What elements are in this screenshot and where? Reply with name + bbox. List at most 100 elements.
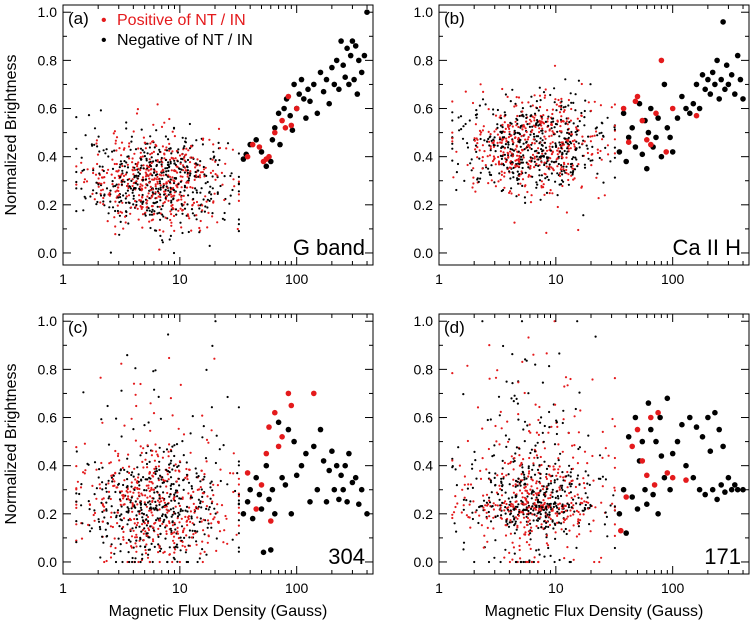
positive-small-dot [146, 556, 150, 559]
positive-small-dot [551, 192, 554, 195]
positive-small-dot [232, 472, 235, 475]
positive-small-dot [211, 158, 214, 161]
negative-small-dot [75, 450, 78, 453]
negative-small-dot [556, 130, 559, 133]
negative-small-dot [522, 142, 525, 145]
positive-small-dot [83, 181, 86, 184]
negative-small-dot [145, 209, 149, 212]
positive-small-dot [211, 215, 214, 218]
negative-small-dot [105, 187, 109, 190]
positive-small-dot [210, 429, 213, 432]
positive-small-dot [481, 144, 484, 147]
positive-small-dot [505, 137, 508, 140]
positive-small-dot [109, 461, 112, 464]
negative-small-dot [119, 220, 122, 223]
positive-small-dot [496, 369, 499, 372]
negative-small-dot [496, 123, 499, 126]
negative-point [269, 137, 276, 143]
positive-small-dot [170, 221, 173, 224]
positive-small-dot [509, 150, 512, 153]
y-tick-label: 0.4 [38, 149, 58, 165]
negative-small-dot [214, 512, 217, 515]
positive-small-dot [149, 142, 152, 145]
negative-small-dot [103, 516, 106, 519]
positive-small-dot [173, 542, 176, 545]
positive-small-dot [503, 556, 506, 559]
positive-point [644, 472, 650, 479]
negative-small-dot [523, 482, 527, 485]
negative-small-dot [137, 473, 140, 476]
negative-small-dot [97, 518, 100, 521]
positive-small-dot [519, 182, 522, 185]
negative-small-dot [562, 530, 566, 533]
negative-small-dot [134, 500, 137, 503]
negative-small-dot [87, 500, 90, 503]
negative-small-dot [548, 426, 551, 429]
negative-small-dot [157, 395, 160, 398]
negative-small-dot [544, 511, 547, 514]
negative-small-dot [114, 490, 117, 494]
positive-small-dot [563, 385, 566, 388]
negative-small-dot [550, 172, 554, 175]
positive-small-dot [116, 454, 120, 458]
negative-small-dot [474, 459, 477, 462]
positive-small-dot [115, 486, 118, 489]
positive-point [293, 105, 300, 112]
negative-small-dot [523, 440, 526, 443]
positive-small-dot [523, 526, 526, 529]
negative-small-dot [528, 559, 531, 562]
positive-small-dot [524, 127, 527, 130]
positive-small-dot [126, 491, 129, 494]
positive-small-dot [481, 457, 484, 460]
positive-small-dot [521, 492, 524, 495]
positive-small-dot [537, 433, 541, 436]
positive-small-dot [462, 504, 465, 507]
negative-small-dot [546, 502, 549, 505]
negative-small-dot [113, 552, 116, 555]
negative-point [702, 86, 708, 93]
positive-small-dot [530, 120, 533, 123]
positive-small-dot [83, 472, 86, 475]
positive-small-dot [558, 486, 561, 489]
positive-small-dot [458, 464, 461, 467]
negative-small-dot [186, 169, 189, 172]
positive-small-dot [189, 520, 192, 524]
negative-small-dot [551, 520, 554, 523]
positive-small-dot [471, 101, 475, 105]
negative-small-dot [512, 172, 515, 175]
negative-point [333, 57, 340, 64]
positive-small-dot [528, 146, 532, 149]
positive-small-dot [95, 468, 98, 471]
negative-small-dot [504, 491, 507, 494]
positive-small-dot [96, 162, 99, 166]
positive-small-dot [185, 147, 188, 150]
positive-small-dot [510, 192, 513, 195]
positive-small-dot [476, 142, 479, 145]
negative-point [307, 98, 313, 105]
positive-small-dot [558, 174, 562, 178]
positive-small-dot [557, 468, 560, 471]
positive-small-dot [139, 199, 143, 202]
positive-small-dot [540, 180, 544, 183]
negative-small-dot [478, 157, 481, 160]
negative-small-dot [567, 183, 571, 186]
positive-small-dot [508, 191, 511, 194]
negative-small-dot [116, 209, 119, 213]
positive-small-dot [151, 188, 154, 191]
negative-point [644, 165, 650, 172]
positive-small-dot [194, 531, 197, 534]
negative-small-dot [478, 104, 481, 107]
positive-small-dot [141, 184, 144, 187]
negative-small-dot [558, 352, 561, 355]
positive-small-dot [148, 480, 151, 483]
positive-small-dot [553, 64, 557, 67]
positive-small-dot [488, 140, 491, 143]
positive-small-dot [542, 183, 545, 186]
negative-small-dot [123, 160, 126, 163]
positive-small-dot [142, 466, 145, 469]
positive-small-dot [542, 499, 545, 502]
positive-small-dot [114, 142, 117, 145]
negative-small-dot [105, 509, 108, 512]
positive-small-dot [237, 524, 240, 527]
positive-point [648, 414, 654, 421]
